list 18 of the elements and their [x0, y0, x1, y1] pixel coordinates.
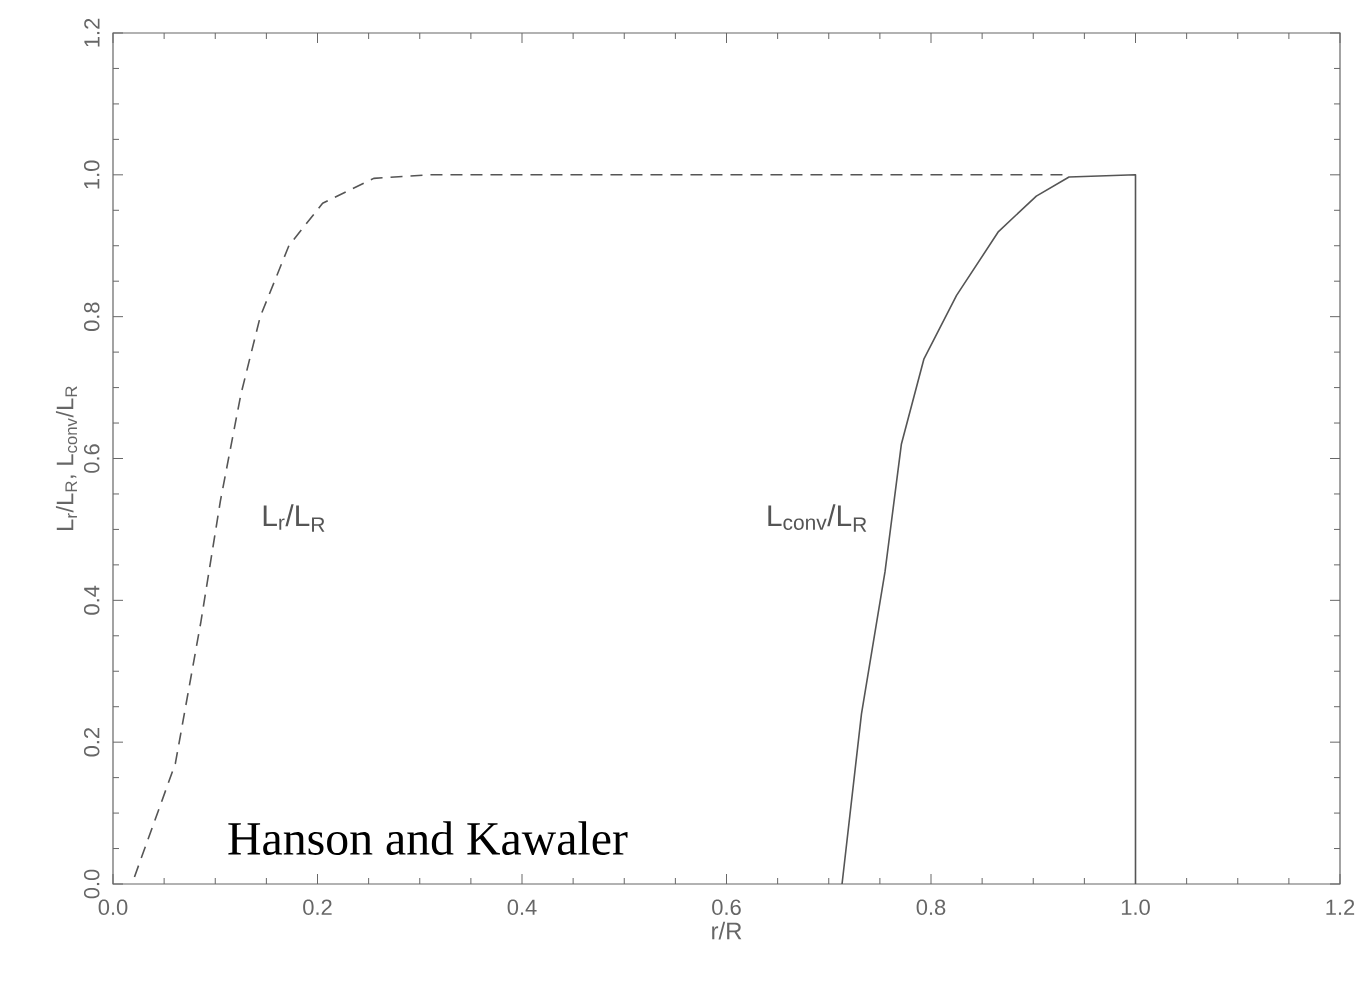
x-tick-label: 0.4	[507, 899, 537, 916]
y-axis-title: L$_{r}$/L$_{R}$, L$_{conv}$/L$_{R}$	[55, 386, 78, 530]
y-tick-label: 1.0	[83, 160, 100, 189]
y-tick-label: 0.2	[83, 728, 100, 757]
y-tick-label: 1.2	[84, 18, 100, 47]
annotation: Hanson and Kawaler	[228, 821, 628, 855]
y-tick-label: 0.6	[83, 444, 100, 473]
x-axis-title: r/R	[712, 921, 742, 940]
y-tick-label: 0.4	[83, 585, 100, 615]
x-tick-label: 0.8	[916, 899, 946, 916]
x-tick-label: 1.0	[1121, 899, 1150, 916]
x-tick-label: 1.2	[1326, 899, 1355, 915]
y-tick-label: 0.8	[83, 302, 100, 332]
x-tick-label: 0.0	[98, 899, 128, 916]
series-label: L$_{r}$/L$_{R}$	[263, 504, 325, 532]
x-tick-label: 0.6	[712, 899, 741, 916]
series-label: L$_{conv}$/L$_{R}$	[768, 504, 867, 532]
x-tick-label: 0.2	[303, 899, 332, 916]
